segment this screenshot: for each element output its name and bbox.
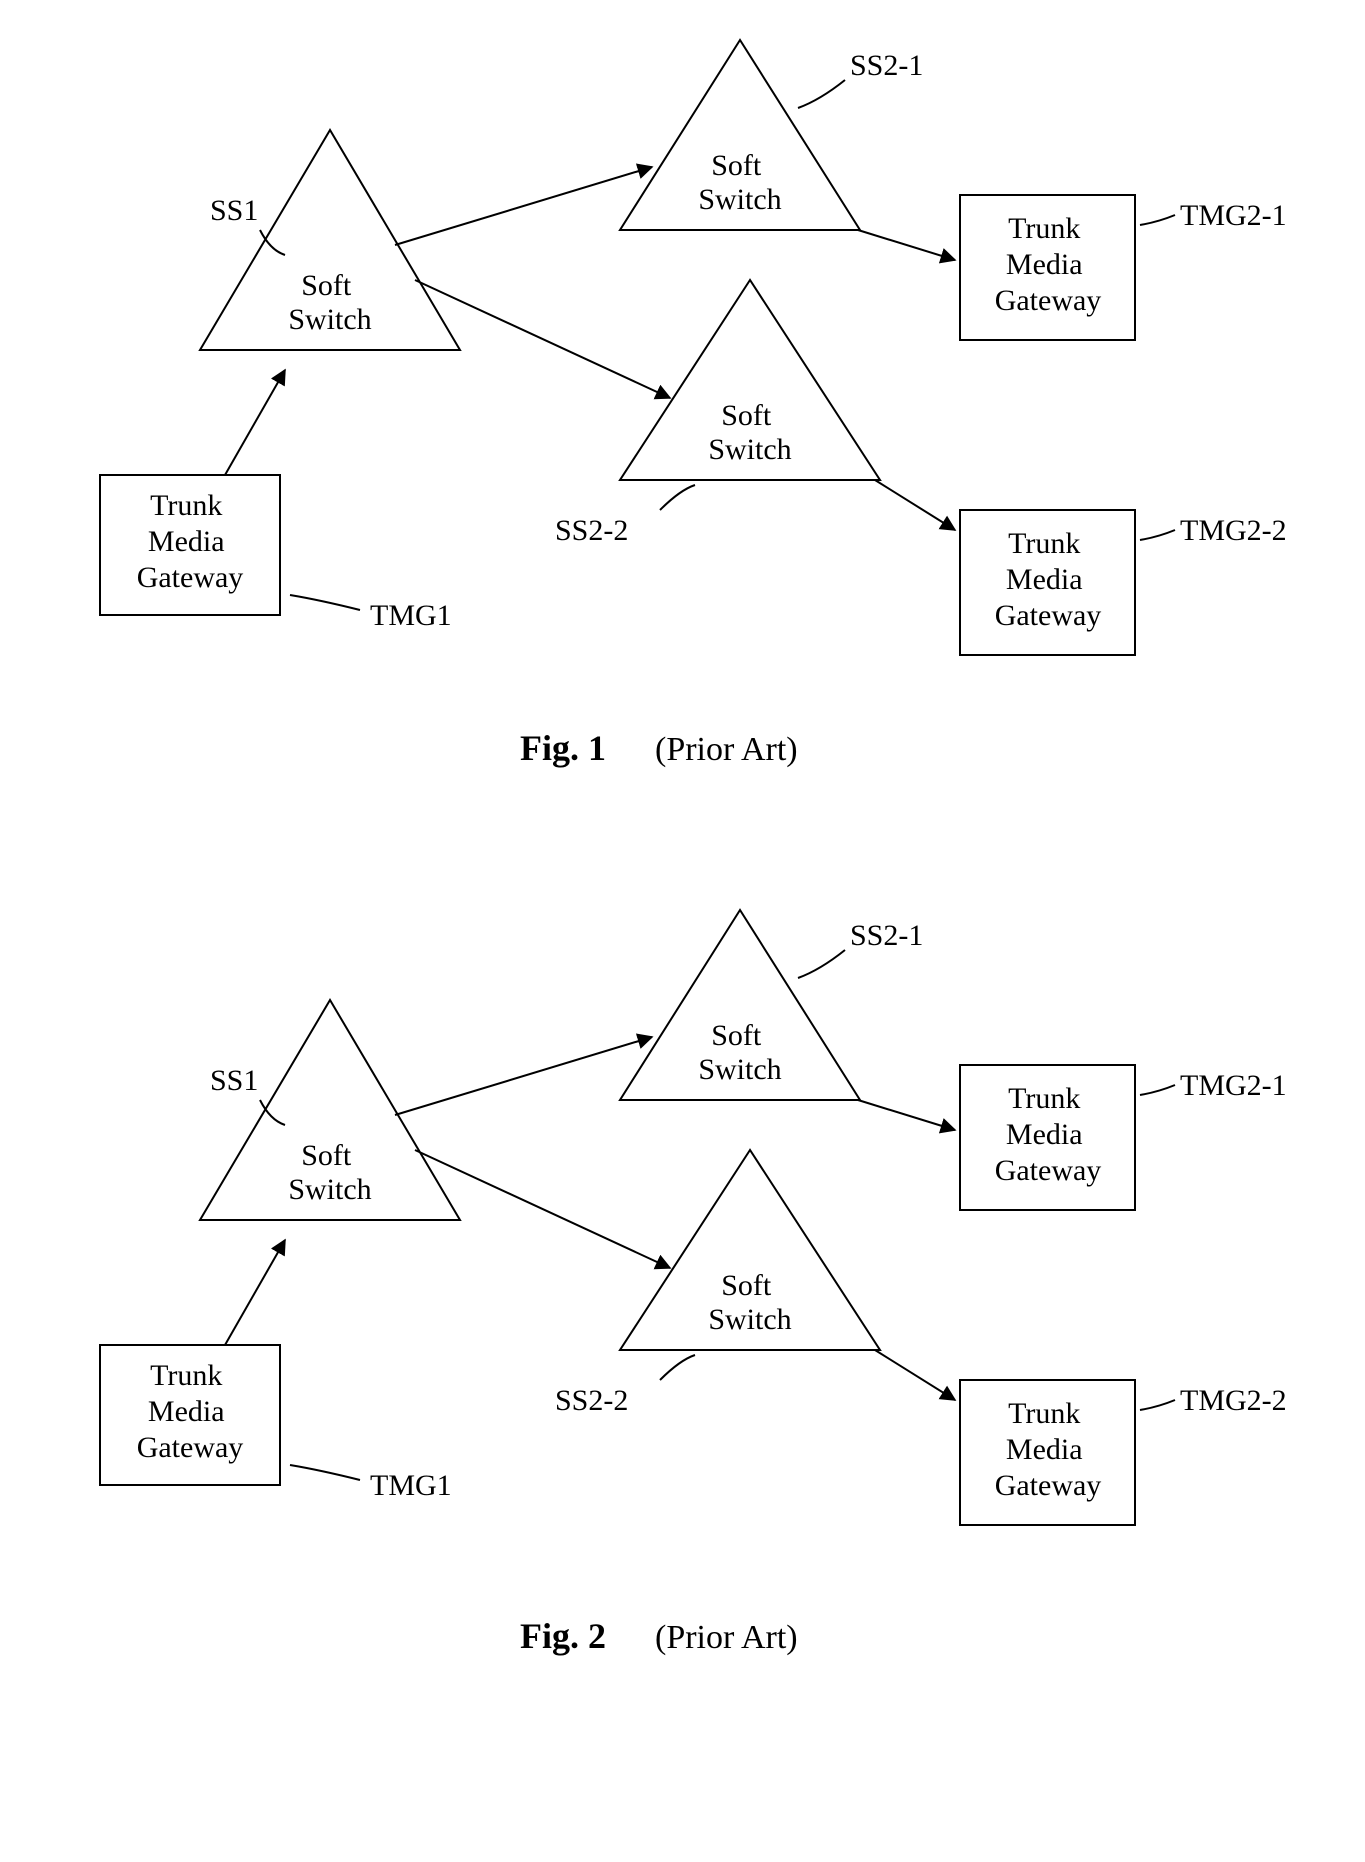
edge-ss21-tmg21-fig2 (858, 1100, 955, 1130)
tmg22-ref-fig1: TMG2-2 (1180, 514, 1287, 547)
fig1-caption-bold: Fig. 1 (520, 728, 606, 768)
ss21-label-line2-fig2: Switch (698, 1053, 781, 1086)
svg-text:Trunk Media: Trunk Media Gateway (137, 489, 244, 594)
node-ss21-fig2: Soft Switch SS2-1 (620, 910, 923, 1100)
edge-ss1-ss21-fig1 (395, 167, 652, 245)
node-ss1-fig1: Soft Switch SS1 (200, 130, 460, 350)
tmg1-label-line2-fig2: Media (148, 1395, 225, 1428)
tmg21-label-line3-fig2: Gateway (995, 1154, 1102, 1187)
tmg22-label-line3-fig1: Gateway (995, 599, 1102, 632)
ss1-label-line2-fig1: Switch (288, 303, 371, 336)
tmg22-label-line3-fig2: Gateway (995, 1469, 1102, 1502)
edge-ss21-tmg21-fig1 (858, 230, 955, 260)
node-ss22-fig1: Soft Switch SS2-2 (555, 280, 880, 547)
tmg22-ref-curve-fig2 (1140, 1400, 1175, 1410)
svg-text:Trunk Media: Trunk Media Gateway (995, 527, 1102, 632)
tmg22-label-line2-fig2: Media (1006, 1433, 1083, 1466)
edge-ss22-tmg22-fig2 (875, 1350, 955, 1400)
svg-text:Soft Switch: Soft Switch (698, 1019, 781, 1086)
tmg22-ref-curve-fig1 (1140, 530, 1175, 540)
figure-2: Soft Switch SS1 Soft Switch SS2-1 (100, 910, 1287, 1656)
ss1-label-line1-fig1: Soft (301, 269, 352, 302)
tmg1-label-line1-fig1: Trunk (150, 489, 222, 522)
tmg1-label-line1-fig2: Trunk (150, 1359, 222, 1392)
tmg1-label-line3-fig1: Gateway (137, 561, 244, 594)
svg-text:Soft Switch: Soft Switch (288, 1139, 371, 1206)
svg-text:Soft Switch: Soft Switch (708, 1269, 791, 1336)
tmg21-ref-fig1: TMG2-1 (1180, 199, 1287, 232)
tmg21-label-line2-fig1: Media (1006, 248, 1083, 281)
node-ss22-fig2: Soft Switch SS2-2 (555, 1150, 880, 1417)
ss22-ref-fig1: SS2-2 (555, 514, 628, 547)
tmg22-label-line1-fig1: Trunk (1008, 527, 1080, 560)
svg-text:Soft Switch: Soft Switch (288, 269, 371, 336)
ss21-ref-fig1: SS2-1 (850, 49, 923, 82)
ss21-label-line1-fig1: Soft (711, 149, 762, 182)
tmg1-ref-fig2: TMG1 (370, 1469, 452, 1502)
svg-text:Soft Switch: Soft Switch (708, 399, 791, 466)
fig1-caption-rest: (Prior Art) (655, 731, 798, 768)
ss22-ref-curve-fig2 (660, 1355, 695, 1380)
ss21-label-line1-fig2: Soft (711, 1019, 762, 1052)
tmg21-label-line1-fig2: Trunk (1008, 1082, 1080, 1115)
fig1-caption: Fig. 1 (Prior Art) (520, 728, 798, 768)
svg-text:Trunk Media: Trunk Media Gateway (137, 1359, 244, 1464)
edge-tmg1-ss1-fig1 (225, 370, 285, 475)
edge-ss1-ss21-fig2 (395, 1037, 652, 1115)
figure-1: Soft Switch SS1 Soft Switch SS2-1 (100, 40, 1287, 768)
node-tmg22-fig1: Trunk Media Gateway TMG2-2 (960, 510, 1287, 655)
node-tmg1-fig1: Trunk Media Gateway TMG1 (100, 475, 452, 632)
ss22-ref-curve-fig1 (660, 485, 695, 510)
ss1-label-line1-fig2: Soft (301, 1139, 352, 1172)
svg-text:Trunk Media: Trunk Media Gateway (995, 1082, 1102, 1187)
svg-text:Trunk Media: Trunk Media Gateway (995, 212, 1102, 317)
tmg21-ref-curve-fig2 (1140, 1085, 1175, 1095)
tmg21-label-line1-fig1: Trunk (1008, 212, 1080, 245)
edge-tmg1-ss1-fig2 (225, 1240, 285, 1345)
tmg1-ref-curve-fig2 (290, 1465, 360, 1480)
fig2-caption-rest: (Prior Art) (655, 1619, 798, 1656)
tmg1-ref-fig1: TMG1 (370, 599, 452, 632)
svg-text:Trunk Media: Trunk Media Gateway (995, 1397, 1102, 1502)
ss1-ref-fig2: SS1 (210, 1064, 258, 1097)
fig2-caption-bold: Fig. 2 (520, 1616, 606, 1656)
ss1-ref-fig1: SS1 (210, 194, 258, 227)
svg-text:Soft Switch: Soft Switch (698, 149, 781, 216)
tmg21-label-line2-fig2: Media (1006, 1118, 1083, 1151)
ss21-label-line2-fig1: Switch (698, 183, 781, 216)
tmg22-label-line1-fig2: Trunk (1008, 1397, 1080, 1430)
node-tmg21-fig1: Trunk Media Gateway TMG2-1 (960, 195, 1287, 340)
tmg21-ref-fig2: TMG2-1 (1180, 1069, 1287, 1102)
tmg22-label-line2-fig1: Media (1006, 563, 1083, 596)
tmg21-ref-curve-fig1 (1140, 215, 1175, 225)
tmg21-label-line3-fig1: Gateway (995, 284, 1102, 317)
ss21-ref-curve-fig2 (798, 950, 845, 978)
ss22-label-line2-fig1: Switch (708, 433, 791, 466)
ss1-label-line2-fig2: Switch (288, 1173, 371, 1206)
node-tmg22-fig2: Trunk Media Gateway TMG2-2 (960, 1380, 1287, 1525)
ss22-label-line2-fig2: Switch (708, 1303, 791, 1336)
diagram-page: Soft Switch SS1 Soft Switch SS2-1 (0, 0, 1365, 1862)
node-ss21-fig1: Soft Switch SS2-1 (620, 40, 923, 230)
tmg1-label-line3-fig2: Gateway (137, 1431, 244, 1464)
ss21-ref-fig2: SS2-1 (850, 919, 923, 952)
node-tmg1-fig2: Trunk Media Gateway TMG1 (100, 1345, 452, 1502)
fig2-caption: Fig. 2 (Prior Art) (520, 1616, 798, 1656)
tmg22-ref-fig2: TMG2-2 (1180, 1384, 1287, 1417)
edge-ss22-tmg22-fig1 (875, 480, 955, 530)
ss22-label-line1-fig1: Soft (721, 399, 772, 432)
tmg1-label-line2-fig1: Media (148, 525, 225, 558)
ss22-label-line1-fig2: Soft (721, 1269, 772, 1302)
node-tmg21-fig2: Trunk Media Gateway TMG2-1 (960, 1065, 1287, 1210)
tmg1-ref-curve-fig1 (290, 595, 360, 610)
diagram-svg: Soft Switch SS1 Soft Switch SS2-1 (0, 0, 1365, 1862)
ss22-ref-fig2: SS2-2 (555, 1384, 628, 1417)
node-ss1-fig2: Soft Switch SS1 (200, 1000, 460, 1220)
ss21-ref-curve-fig1 (798, 80, 845, 108)
